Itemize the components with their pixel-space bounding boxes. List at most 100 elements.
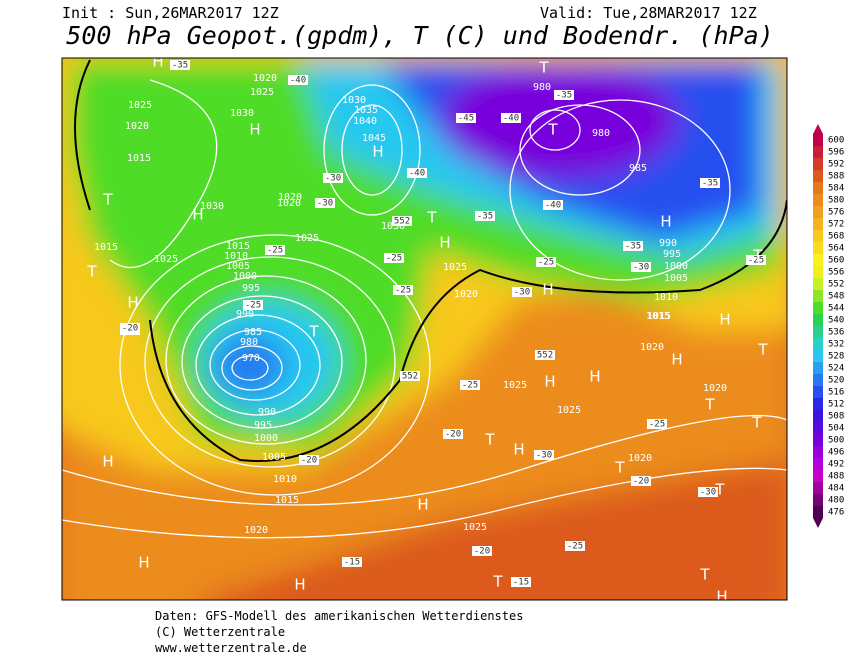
isotherm-label: -25	[462, 381, 478, 391]
isotherm-label-box	[543, 200, 563, 210]
isotherm-label-box	[534, 450, 554, 460]
colorbar-label: 492	[828, 460, 844, 470]
isobar-label: 970	[242, 353, 260, 364]
pressure-center: H	[102, 453, 113, 471]
pressure-center: T	[714, 481, 725, 499]
isotherm-label: 552	[402, 372, 418, 382]
isotherm-label: -25	[538, 258, 554, 268]
colorbar-swatch	[813, 422, 823, 434]
pressure-center: H	[513, 441, 524, 459]
isobar-label: 1005	[262, 452, 286, 463]
isotherm-label-box	[170, 60, 190, 70]
colorbar-swatch	[813, 506, 823, 518]
isotherm-label: -35	[625, 242, 641, 252]
isotherm-label-box	[288, 75, 308, 85]
isotherm-label: -25	[395, 286, 411, 296]
isotherm-label: -30	[317, 199, 333, 209]
isotherm-label: -25	[245, 301, 261, 311]
pressure-center: T	[492, 573, 503, 591]
pressure-center: H	[660, 213, 671, 231]
init-time: Init : Sun,26MAR2017 12Z	[62, 4, 279, 22]
isotherm-label: -25	[567, 542, 583, 552]
isotherm-label: 552	[537, 351, 553, 361]
isobar-label: 1020	[253, 73, 277, 84]
colorbar-swatch	[813, 302, 823, 314]
colorbar-swatch	[813, 170, 823, 182]
isobar-label: 1015	[94, 242, 118, 253]
pressure-center: H	[417, 496, 428, 514]
isotherm-label-box	[475, 211, 495, 221]
colorbar-label: 496	[828, 448, 844, 458]
colorbar-label: 520	[828, 376, 844, 386]
isobar-label: 1020	[125, 121, 149, 132]
colorbar-swatch	[813, 242, 823, 254]
isotherm-label-box	[631, 262, 651, 272]
isotherm-label-box	[384, 253, 404, 263]
isotherm-label-box	[460, 380, 480, 390]
isoline-552	[74, 59, 787, 462]
isobar-label: 1005	[226, 261, 250, 272]
isobar-label: 990	[258, 407, 276, 418]
isobar-label: 1015	[127, 153, 151, 164]
colorbar-label: 572	[828, 220, 844, 230]
isobar-label: 1025	[128, 100, 152, 111]
isotherm-label-box	[536, 257, 556, 267]
isobar-label: 995	[663, 249, 681, 260]
isotherm-label-box	[472, 546, 492, 556]
isobar-label: 1020	[628, 453, 652, 464]
isotherm-label: -20	[445, 430, 461, 440]
isobar-label: 985	[629, 163, 647, 174]
isotherm-label: -20	[122, 324, 138, 334]
pressure-center: T	[538, 59, 549, 77]
isobar-label: 1025	[250, 87, 274, 98]
isotherm-label: -40	[503, 114, 519, 124]
isotherm-label: -30	[514, 288, 530, 298]
colorbar-swatch	[813, 314, 823, 326]
pressure-center: H	[138, 554, 149, 572]
pressure-center: H	[439, 234, 450, 252]
colorbar-swatch	[813, 158, 823, 170]
footer-line: Daten: GFS-Modell des amerikanischen Wet…	[155, 609, 523, 623]
pressure-center: H	[719, 311, 730, 329]
colorbar-swatch	[813, 458, 823, 470]
colorbar-label: 596	[828, 148, 844, 158]
isobar-label: 980	[533, 82, 551, 93]
colorbar-label: 592	[828, 160, 844, 170]
isotherm-label: -45	[458, 114, 474, 124]
colorbar-label: 584	[828, 184, 844, 194]
pressure-center: T	[102, 191, 113, 209]
colorbar-label: 560	[828, 256, 844, 266]
colorbar-swatch	[813, 434, 823, 446]
isobar-label: 1025	[503, 380, 527, 391]
colorbar-label: 508	[828, 412, 844, 422]
colorbar-label: 488	[828, 472, 844, 482]
isotherm-label: -35	[556, 91, 572, 101]
isotherm-label-box	[265, 245, 285, 255]
pressure-center: H	[294, 576, 305, 594]
colorbar-swatch	[813, 134, 823, 146]
isobar-label: 1020	[454, 289, 478, 300]
isobar-label: 1040	[353, 116, 377, 127]
colorbar-swatch	[813, 230, 823, 242]
isobar-label: 985	[244, 327, 262, 338]
isobar-label: 1035	[354, 105, 378, 116]
isobar-label: 980	[592, 128, 610, 139]
isobar-label: 1015	[647, 311, 671, 322]
colorbar-label: 504	[828, 424, 844, 434]
isotherm-label: -30	[325, 174, 341, 184]
pressure-center: T	[308, 323, 319, 341]
colorbar-swatch	[813, 182, 823, 194]
isobar-label: 1020	[703, 383, 727, 394]
isotherm-label-box	[631, 476, 651, 486]
colorbar-swatch	[813, 278, 823, 290]
colorbar-label: 568	[828, 232, 844, 242]
isobar-label: 1020	[278, 192, 302, 203]
pressure-center: T	[484, 431, 495, 449]
isobar-label: 1000	[664, 261, 688, 272]
isobar-label: 1015	[226, 241, 250, 252]
isotherm-label: -30	[536, 451, 552, 461]
colorbar-label: 476	[828, 508, 844, 518]
isobar-label: 1020	[277, 198, 301, 209]
